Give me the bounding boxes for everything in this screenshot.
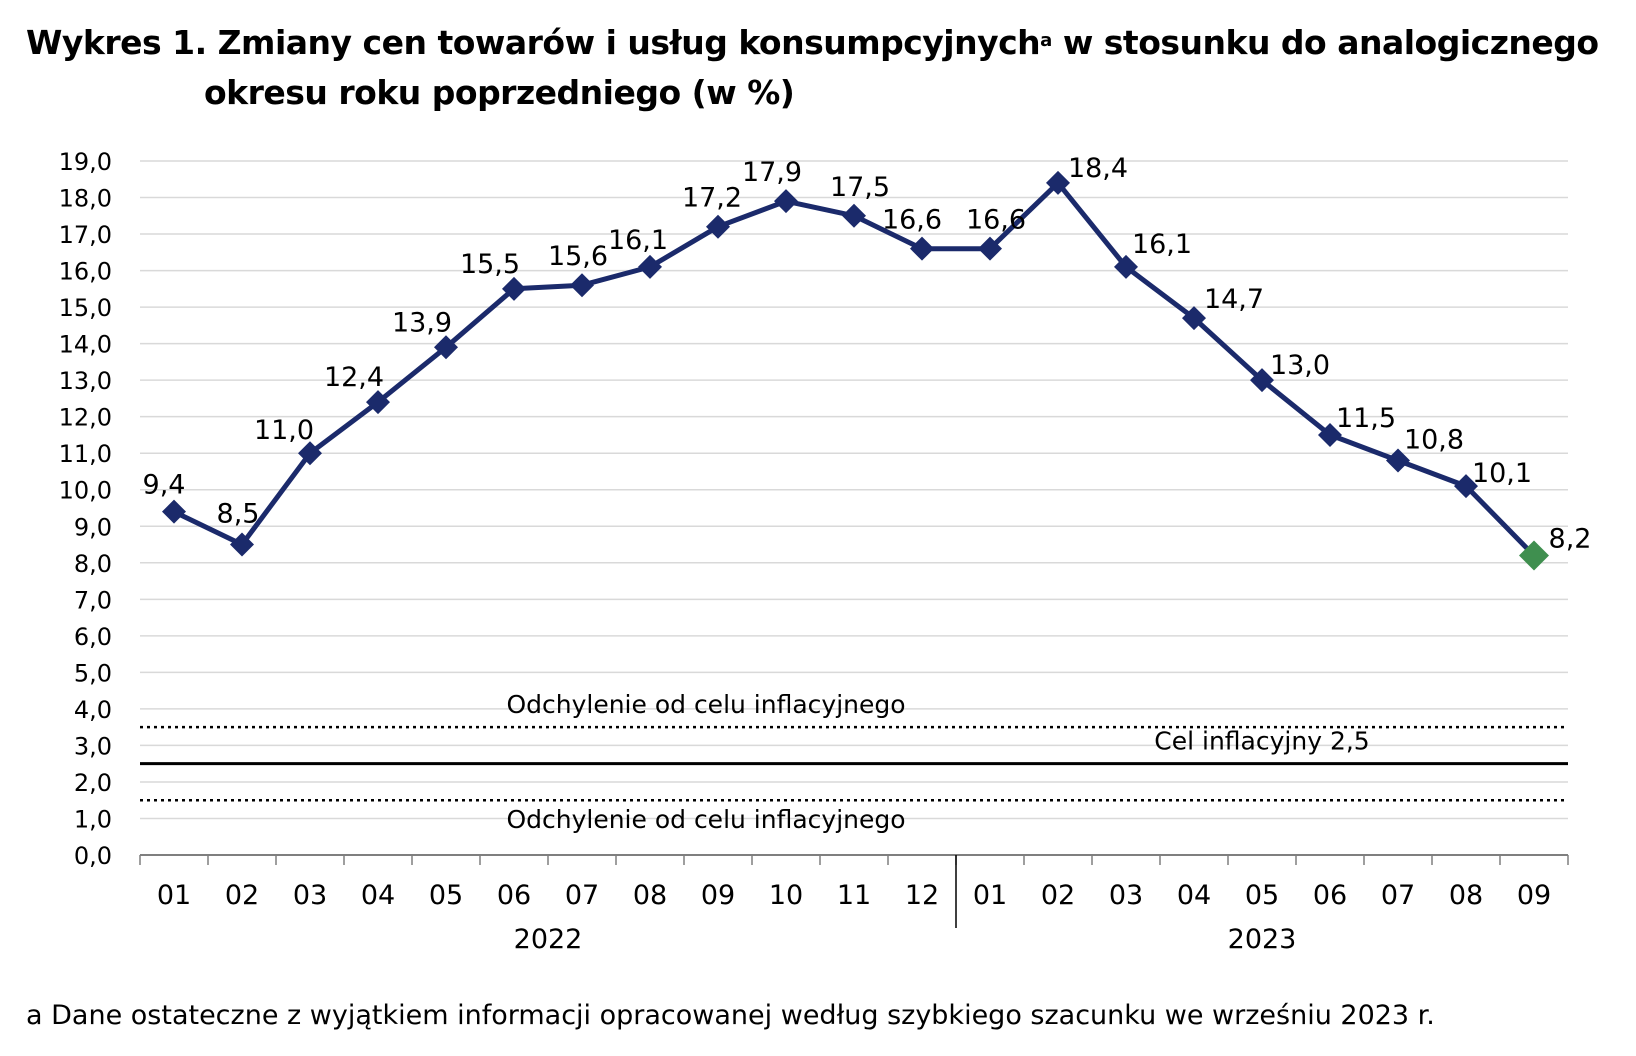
data-point: [1114, 254, 1138, 279]
x-tick-label: 08: [1449, 880, 1483, 911]
y-tick-label: 8,0: [74, 550, 112, 578]
x-tick-label: 04: [361, 880, 395, 911]
data-label: 11,5: [1336, 403, 1396, 434]
x-tick-label: 11: [837, 880, 871, 911]
data-point: [434, 335, 458, 360]
data-label: 14,7: [1204, 284, 1264, 315]
y-tick-label: 5,0: [74, 659, 112, 687]
x-tick-label: 09: [1517, 880, 1551, 911]
data-label: 16,1: [608, 225, 668, 256]
data-label: 9,4: [143, 470, 186, 501]
data-label: 8,5: [217, 499, 260, 530]
data-label: 17,5: [830, 172, 890, 203]
reference-line-label: Cel inflacyjny 2,5: [1154, 727, 1369, 756]
data-point: [1182, 306, 1206, 331]
data-point: [366, 390, 390, 415]
x-tick-label: 08: [633, 880, 667, 911]
data-label: 16,1: [1132, 229, 1192, 260]
x-tick-label: 05: [1245, 880, 1279, 911]
x-tick-label: 04: [1177, 880, 1211, 911]
x-tick-label: 03: [293, 880, 327, 911]
data-point: [774, 189, 798, 214]
data-point: [706, 214, 730, 239]
reference-line-label: Odchylenie od celu inflacyjnego: [506, 690, 905, 719]
data-label: 8,2: [1549, 523, 1592, 554]
line-chart: 0,0 1,0 2,0 3,0 4,0 5,0 6,0 7,0 8,0 9,0 10,0 11,0 12…: [59, 148, 1592, 955]
data-label: 10,8: [1404, 425, 1464, 456]
y-tick-label: 14,0: [59, 331, 112, 359]
y-tick-label: 19,0: [59, 148, 112, 176]
footnote: a Dane ostateczne z wyjątkiem informacji…: [26, 1000, 1435, 1031]
data-point: [230, 532, 254, 557]
y-tick-label: 11,0: [59, 440, 112, 468]
data-point: [502, 276, 526, 301]
x-tick-label: 06: [1313, 880, 1347, 911]
title-line1-post: w stosunku do analogicznego: [1051, 23, 1599, 62]
data-label: 10,1: [1472, 458, 1532, 489]
x-tick-label: 06: [497, 880, 531, 911]
data-label: 15,6: [548, 241, 608, 272]
data-label: 12,4: [324, 362, 384, 393]
data-point: [1454, 474, 1478, 499]
y-tick-label: 4,0: [74, 696, 112, 724]
data-point: [978, 236, 1002, 261]
data-point: [1386, 448, 1410, 473]
y-tick-label: 12,0: [59, 404, 112, 432]
data-label: 13,0: [1270, 350, 1330, 381]
x-tick-label: 02: [225, 880, 259, 911]
title-footnote-marker: a: [1040, 30, 1052, 51]
data-label: 18,4: [1068, 153, 1128, 184]
data-point: [1318, 422, 1342, 447]
year-label: 2022: [514, 924, 583, 955]
x-tick-label: 02: [1041, 880, 1075, 911]
x-tick-label: 01: [157, 880, 191, 911]
data-point: [1046, 170, 1070, 195]
y-tick-label: 6,0: [74, 623, 112, 651]
y-tick-label: 16,0: [59, 258, 112, 286]
data-label: 15,5: [460, 249, 520, 280]
data-label: 16,6: [966, 205, 1026, 236]
y-tick-label: 2,0: [74, 769, 112, 797]
data-label: 16,6: [882, 205, 942, 236]
x-tick-label: 10: [769, 880, 803, 911]
x-tick-label: 07: [565, 880, 599, 911]
data-label: 11,0: [254, 415, 314, 446]
y-tick-label: 7,0: [74, 586, 112, 614]
y-tick-label: 18,0: [59, 185, 112, 213]
data-label: 17,9: [742, 157, 802, 188]
data-point: [1250, 368, 1274, 393]
data-point: [638, 254, 662, 279]
data-point: [842, 203, 866, 228]
x-tick-label: 09: [701, 880, 735, 911]
reference-line-label: Odchylenie od celu inflacyjnego: [506, 805, 905, 834]
x-tick-label: 01: [973, 880, 1007, 911]
y-tick-label: 0,0: [74, 842, 112, 870]
y-tick-label: 1,0: [74, 805, 112, 833]
data-point: [910, 236, 934, 261]
x-tick-label: 07: [1381, 880, 1415, 911]
y-tick-label: 17,0: [59, 221, 112, 249]
y-tick-label: 13,0: [59, 367, 112, 395]
chart-title: Wykres 1. Zmiany cen towarów i usług kon…: [26, 18, 1626, 118]
x-tick-label: 03: [1109, 880, 1143, 911]
data-label: 13,9: [392, 307, 452, 338]
data-point: [162, 499, 186, 524]
x-tick-label: 12: [905, 880, 939, 911]
data-point: [570, 273, 594, 298]
y-tick-label: 9,0: [74, 513, 112, 541]
y-tick-label: 15,0: [59, 294, 112, 322]
y-tick-label: 10,0: [59, 477, 112, 505]
data-label: 17,2: [682, 183, 742, 214]
title-line1-pre: Wykres 1. Zmiany cen towarów i usług kon…: [26, 23, 1041, 62]
x-tick-label: 05: [429, 880, 463, 911]
year-label: 2023: [1228, 924, 1297, 955]
data-point: [298, 441, 322, 466]
title-line2: okresu roku poprzedniego (w %): [204, 73, 795, 112]
y-tick-label: 3,0: [74, 732, 112, 760]
data-point-latest: [1519, 540, 1549, 571]
